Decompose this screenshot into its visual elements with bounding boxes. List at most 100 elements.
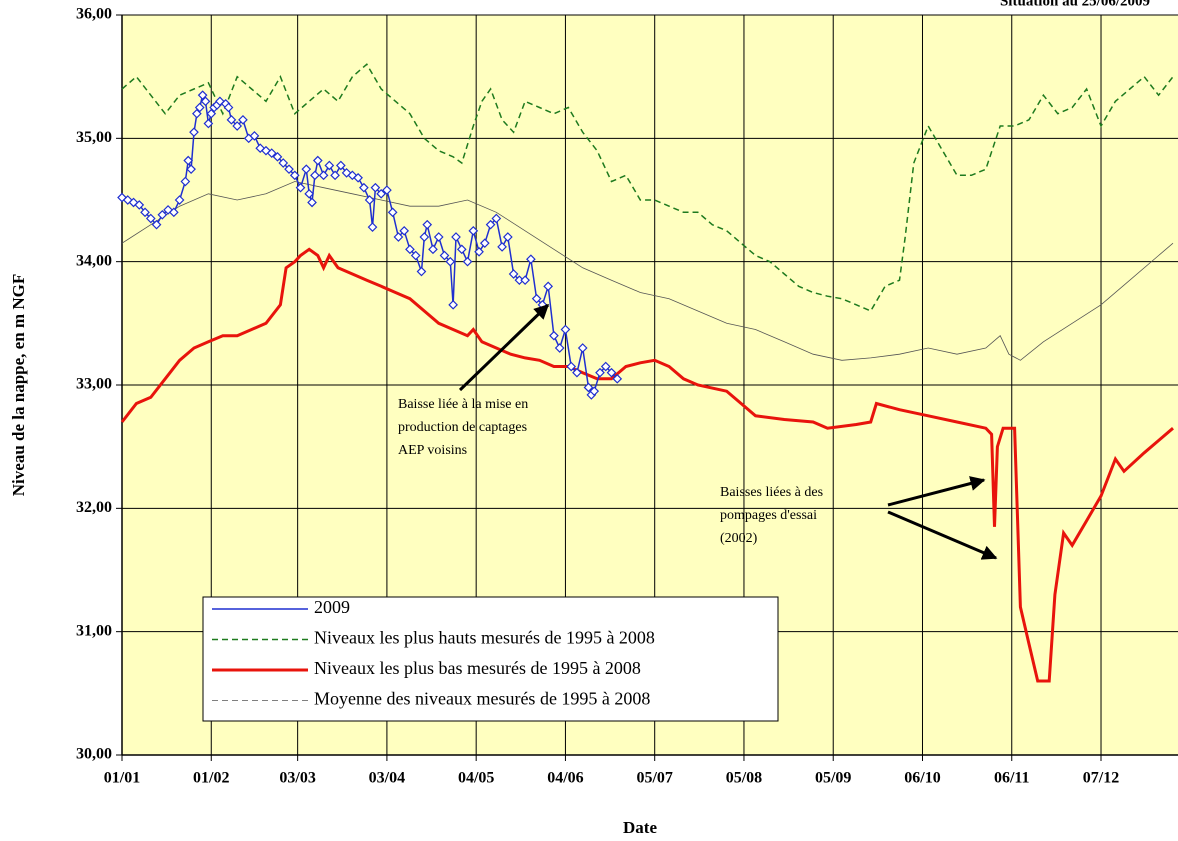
- annotation: Baisses liées à des: [720, 485, 823, 500]
- data-point: [223, 102, 234, 113]
- data-point: [200, 96, 211, 107]
- y-tick-label: 36,00: [76, 6, 112, 23]
- data-point: [419, 232, 430, 242]
- data-point: [572, 367, 582, 378]
- data-point: [192, 108, 202, 119]
- arrow: [887, 510, 998, 560]
- data-point: [324, 160, 335, 171]
- y-tick-label: 34,00: [76, 252, 112, 269]
- data-point: [508, 269, 519, 279]
- data-point: [272, 151, 283, 162]
- data-point: [560, 324, 571, 335]
- legend-label: Niveaux les plus bas mesurés de 1995 à 2…: [314, 658, 641, 678]
- arrow: [887, 476, 986, 507]
- data-point: [197, 90, 208, 101]
- data-point: [376, 188, 386, 199]
- data-point: [183, 155, 194, 166]
- x-tick-label: 01/02: [193, 770, 229, 787]
- data-point: [479, 238, 490, 249]
- x-tick-label: 04/06: [547, 770, 583, 787]
- data-point: [410, 250, 421, 261]
- data-point: [174, 195, 185, 205]
- data-point: [399, 225, 410, 236]
- data-point: [595, 367, 605, 378]
- data-point: [526, 254, 536, 265]
- data-point: [589, 386, 600, 397]
- data-point: [448, 299, 458, 310]
- data-point: [341, 168, 352, 178]
- annotation: pompages d'essai: [720, 508, 817, 523]
- data-point: [416, 266, 427, 277]
- data-point: [206, 108, 217, 119]
- x-tick-label: 01/01: [104, 770, 140, 787]
- data-point: [151, 219, 162, 230]
- legend-label: 2009: [314, 597, 350, 617]
- x-tick-label: 05/08: [726, 770, 762, 787]
- data-point: [304, 188, 315, 199]
- data-point: [382, 185, 392, 195]
- x-tick-label: 07/12: [1083, 770, 1119, 787]
- data-point: [312, 155, 323, 166]
- data-point: [566, 361, 577, 372]
- data-point: [261, 145, 271, 156]
- data-point: [428, 244, 438, 255]
- data-point: [157, 209, 168, 220]
- x-tick-label: 06/11: [994, 770, 1030, 787]
- data-point: [393, 232, 404, 242]
- series-line: [120, 247, 1174, 683]
- data-point: [364, 195, 375, 205]
- data-point: [606, 367, 617, 378]
- data-point: [145, 213, 156, 224]
- data-point: [266, 148, 277, 158]
- data-point: [255, 143, 266, 154]
- data-point: [433, 232, 444, 242]
- data-point: [140, 207, 150, 218]
- data-point: [485, 219, 496, 230]
- data-point: [577, 343, 588, 353]
- series-line: [121, 63, 1174, 312]
- data-point: [194, 102, 205, 113]
- annotation: (2002): [720, 531, 758, 546]
- data-point: [310, 170, 320, 181]
- data-point: [353, 172, 363, 183]
- data-point: [439, 250, 450, 261]
- x-axis-label: Date: [623, 818, 657, 837]
- data-point: [122, 195, 133, 205]
- data-point: [387, 207, 398, 218]
- series-line: [121, 181, 1174, 361]
- legend: [202, 596, 779, 722]
- data-point: [583, 382, 594, 393]
- data-point: [543, 281, 554, 292]
- data-point: [367, 222, 378, 232]
- x-tick-label: 03/03: [279, 770, 315, 787]
- data-point: [445, 256, 456, 267]
- data-point: [600, 361, 611, 372]
- data-point: [520, 275, 530, 286]
- data-point: [232, 121, 243, 131]
- arrow: [458, 303, 550, 392]
- data-point: [278, 158, 289, 168]
- legend-label: Moyenne des niveaux mesurés de 1995 à 20…: [314, 689, 650, 709]
- data-point: [180, 176, 191, 187]
- legend-label: Niveaux les plus hauts mesurés de 1995 à…: [314, 628, 655, 648]
- chart-title: Situation au 25/06/2009: [1000, 0, 1150, 9]
- data-point: [491, 213, 502, 224]
- data-point: [370, 182, 381, 193]
- data-point: [451, 232, 461, 242]
- annotation: production de captages: [398, 420, 527, 435]
- data-point: [422, 219, 433, 230]
- data-point: [502, 232, 513, 242]
- y-tick-label: 33,00: [76, 376, 112, 393]
- data-point: [462, 256, 473, 267]
- data-point: [307, 197, 317, 208]
- data-point: [474, 246, 484, 257]
- data-point: [335, 160, 346, 171]
- y-tick-label: 30,00: [76, 746, 112, 763]
- y-axis-label: Niveau de la nappe, en m NGF: [9, 274, 28, 496]
- data-point: [238, 114, 248, 125]
- data-point: [497, 242, 507, 252]
- y-tick-label: 35,00: [76, 129, 112, 146]
- data-point: [289, 170, 300, 181]
- x-tick-label: 05/09: [815, 770, 851, 787]
